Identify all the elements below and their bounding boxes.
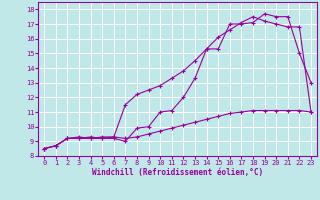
X-axis label: Windchill (Refroidissement éolien,°C): Windchill (Refroidissement éolien,°C): [92, 168, 263, 177]
